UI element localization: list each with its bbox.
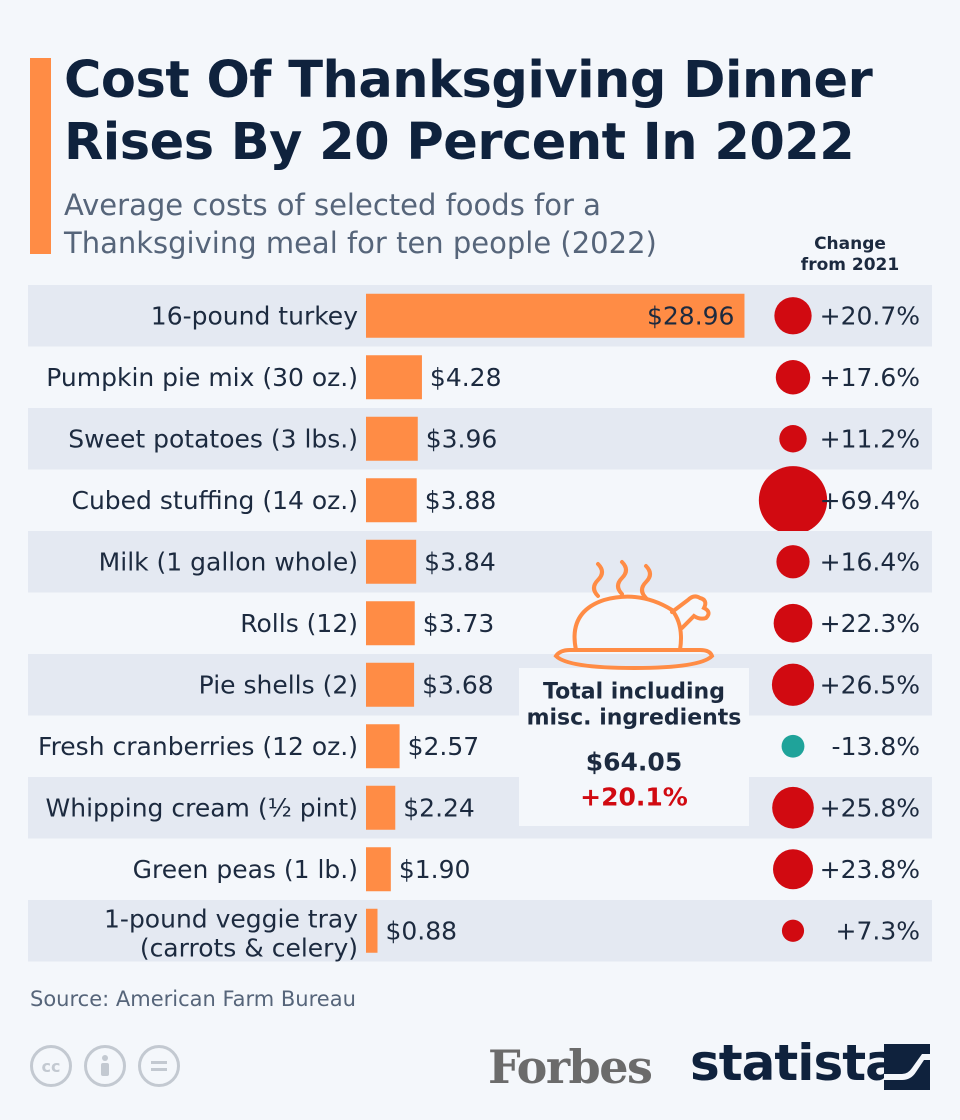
bar [366, 785, 396, 830]
change-label: +11.2% [820, 424, 920, 453]
bar [366, 355, 422, 400]
change-dot [775, 360, 811, 395]
total-change: +20.1% [580, 783, 688, 812]
source-note: Source: American Farm Bureau [30, 987, 356, 1011]
cc-icon[interactable]: cc [30, 1045, 72, 1087]
bar [366, 478, 417, 523]
value-label: $3.68 [422, 670, 494, 699]
category-label: Cubed stuffing (14 oz.) [72, 486, 359, 515]
bar [366, 724, 400, 769]
statista-mark-icon [884, 1044, 930, 1090]
change-dot [758, 466, 828, 535]
total-label-line1: Total including [543, 680, 725, 705]
change-label: +23.8% [820, 855, 920, 884]
roast-turkey-icon [553, 560, 715, 671]
change-label: +25.8% [820, 793, 920, 822]
category-label: Whipping cream (½ pint) [46, 793, 358, 822]
turkey-icon-stroke [553, 648, 715, 671]
bar [366, 908, 378, 953]
page-title: Cost Of Thanksgiving Dinner Rises By 20 … [64, 51, 873, 172]
category-label: Pumpkin pie mix (30 oz.) [46, 363, 358, 392]
category-label: Pie shells (2) [199, 670, 358, 699]
category-label: Rolls (12) [240, 609, 358, 638]
value-label: $4.28 [430, 363, 502, 392]
value-label: $3.96 [426, 424, 498, 453]
total-label-line2: misc. ingredients [527, 706, 742, 731]
value-label: $1.90 [399, 855, 471, 884]
bar [366, 847, 391, 892]
change-header-line1: Change [814, 234, 886, 254]
change-label: +69.4% [820, 486, 920, 515]
value-label: $3.73 [423, 609, 495, 638]
title-accent-bar [30, 58, 51, 254]
value-label: $2.57 [408, 732, 480, 761]
category-label: 1-pound veggie tray (carrots & celery) [104, 904, 358, 962]
change-dot [776, 545, 810, 579]
change-dot [781, 919, 805, 942]
category-label: Sweet potatoes (3 lbs.) [68, 424, 358, 453]
bar [366, 416, 418, 461]
total-box [519, 668, 749, 826]
change-label: +16.4% [820, 547, 920, 576]
value-label: $0.88 [386, 916, 458, 945]
change-dot [772, 849, 814, 890]
turkey-icon-stroke [592, 562, 604, 598]
value-label: $2.24 [403, 793, 475, 822]
category-label: 16-pound turkey [151, 301, 358, 330]
bar [366, 662, 415, 707]
turkey-icon-stroke [572, 594, 683, 652]
category-label: Green peas (1 lb.) [133, 855, 358, 884]
change-dot [772, 786, 814, 829]
total-value: $64.05 [586, 748, 682, 777]
change-header-line2: from 2021 [800, 255, 900, 275]
bar [366, 293, 745, 338]
turkey-icon-stroke [670, 594, 711, 630]
value-label: $3.84 [424, 547, 496, 576]
change-label: +17.6% [820, 363, 920, 392]
change-dot [774, 297, 812, 335]
category-label: Fresh cranberries (12 oz.) [38, 732, 358, 761]
value-label: $28.96 [647, 301, 734, 330]
bar [366, 601, 415, 646]
change-label: +7.3% [836, 916, 920, 945]
no-derivatives-icon[interactable] [138, 1045, 180, 1087]
bar [366, 539, 417, 584]
page-subtitle: Average costs of selected foods for a Th… [64, 188, 657, 260]
attribution-icon[interactable] [84, 1045, 126, 1087]
change-dot [779, 425, 807, 453]
change-label: +20.7% [820, 301, 920, 330]
statista-logo[interactable]: statista [690, 1034, 899, 1092]
turkey-icon-stroke [640, 564, 652, 600]
change-label: +22.3% [820, 609, 920, 638]
forbes-logo[interactable]: Forbes [488, 1040, 653, 1094]
category-label: Milk (1 gallon whole) [99, 547, 358, 576]
change-label: +26.5% [820, 670, 920, 699]
row-band [28, 900, 932, 962]
change-label: -13.8% [832, 732, 920, 761]
license-icons: cc [30, 1045, 180, 1087]
turkey-icon-stroke [616, 560, 628, 596]
change-dot [781, 734, 805, 758]
change-dot [773, 603, 813, 643]
value-label: $3.88 [425, 486, 497, 515]
change-dot [771, 663, 815, 706]
change-column-header: Change from 2021 [770, 234, 930, 276]
